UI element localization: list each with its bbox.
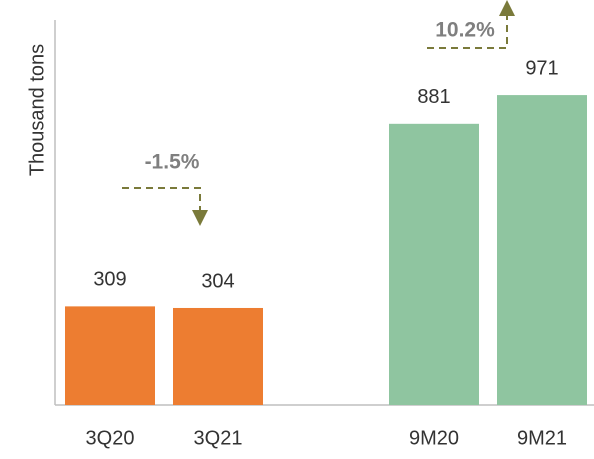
annotation: -1.5% xyxy=(145,151,200,174)
change-arrow xyxy=(427,0,515,49)
y-axis-label: Thousand tons xyxy=(26,44,48,176)
value-label: 971 xyxy=(525,57,558,79)
bar xyxy=(497,95,587,405)
x-tick-label: 3Q20 xyxy=(86,427,135,449)
x-tick-label: 3Q21 xyxy=(194,427,243,449)
annotation: 10.2% xyxy=(435,19,495,42)
value-label: 309 xyxy=(93,269,126,291)
bar xyxy=(389,123,479,406)
change-arrow xyxy=(122,187,208,226)
value-label: 304 xyxy=(201,270,234,292)
x-tick-label: 9M21 xyxy=(517,427,567,449)
bar xyxy=(173,307,263,405)
value-label: 881 xyxy=(417,86,450,108)
bar xyxy=(65,306,155,405)
x-tick-label: 9M20 xyxy=(409,427,459,449)
